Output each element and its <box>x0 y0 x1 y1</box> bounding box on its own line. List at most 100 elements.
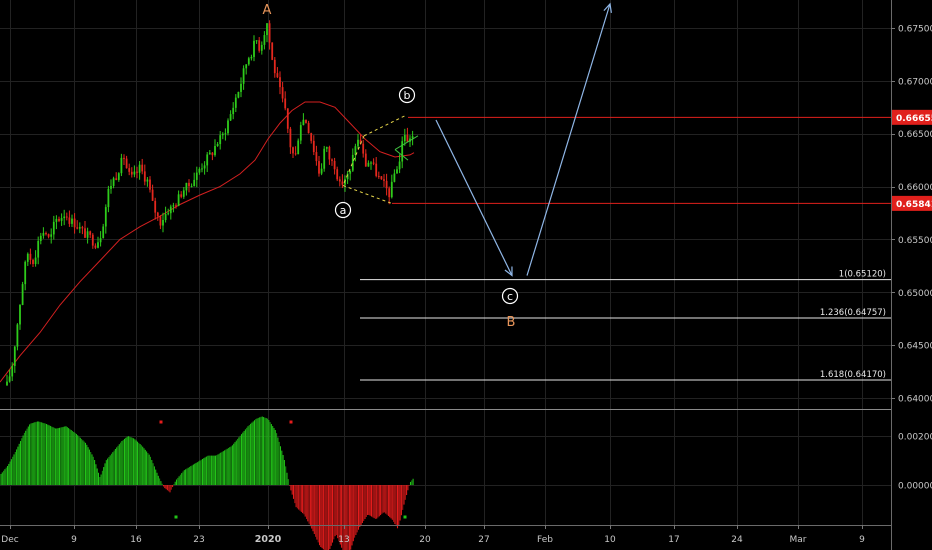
osc-signal-marker <box>159 420 163 424</box>
candle-body <box>255 40 258 42</box>
candle-body <box>302 119 305 126</box>
candle-body <box>149 179 151 190</box>
candle-body <box>224 133 227 135</box>
candle-body <box>185 182 188 191</box>
candle-body <box>320 168 323 174</box>
candle-body <box>19 304 21 325</box>
projection-arrow-up-head <box>603 2 612 13</box>
price-tick-label: 0.65000 <box>898 289 932 299</box>
candle-body <box>154 200 157 213</box>
wave-label-text: A <box>263 3 272 18</box>
candle-body <box>34 257 37 264</box>
candle-body <box>370 162 372 164</box>
candle-body <box>229 114 232 121</box>
candle-body <box>393 173 396 182</box>
time-tick-label: 13 <box>338 535 349 545</box>
candle-body <box>133 171 136 175</box>
price-tick-label: 0.67500 <box>898 25 932 35</box>
candle-body <box>198 168 201 173</box>
oscillator-axis[interactable]: 0.00200 0.00000 <box>898 433 932 492</box>
time-tick-label: 24 <box>731 535 743 545</box>
candle-body <box>214 146 216 156</box>
candle-body <box>45 233 47 235</box>
candle-body <box>78 227 81 229</box>
time-tick-label: Feb <box>537 535 553 545</box>
candle-body <box>112 178 115 186</box>
candles[interactable] <box>6 20 414 386</box>
candle-body <box>193 179 196 187</box>
candle-body <box>310 133 313 141</box>
candle-body <box>359 139 362 144</box>
candle-body <box>37 240 40 258</box>
time-tick-label: 10 <box>604 535 616 545</box>
candle-body <box>84 228 86 238</box>
candle-body <box>367 162 370 167</box>
candle-body <box>331 159 333 161</box>
candle-body <box>86 231 89 238</box>
candle-body <box>354 146 357 155</box>
candle-body <box>406 135 409 142</box>
candle-body <box>325 146 328 149</box>
candle-body <box>47 234 50 237</box>
osc-signal-marker <box>289 420 293 424</box>
wave-label-text: c <box>507 290 513 303</box>
pattern-upper-line <box>363 115 406 137</box>
candle-body <box>42 233 45 236</box>
candle-body <box>24 261 27 285</box>
candle-body <box>211 152 214 156</box>
candle-body <box>276 73 279 78</box>
candle-body <box>271 42 274 60</box>
candle-body <box>91 234 94 246</box>
candle-body <box>130 171 133 175</box>
candle-body <box>164 213 167 220</box>
candle-body <box>151 189 154 201</box>
candle-body <box>336 169 339 180</box>
candle-body <box>156 212 159 217</box>
price-axis[interactable]: 0.67500 0.67000 0.66500 0.66000 0.65500 0.650… <box>891 25 932 405</box>
candle-body <box>305 119 307 123</box>
candle-body <box>39 235 42 241</box>
candle-body <box>201 168 203 170</box>
wave-label-circle <box>501 287 519 305</box>
candle-body <box>138 164 141 173</box>
candle-body <box>273 59 276 74</box>
candle-body <box>99 238 102 243</box>
candle-body <box>16 324 19 347</box>
candle-body <box>232 107 235 115</box>
candle-body <box>167 213 170 215</box>
candle-body <box>190 186 193 188</box>
candle-body <box>60 218 63 221</box>
candle-body <box>245 64 248 69</box>
candle-body <box>21 284 24 305</box>
price-label-box <box>892 195 932 211</box>
pattern-left-line <box>342 135 365 186</box>
candle-body <box>333 160 336 170</box>
candle-body <box>219 135 222 145</box>
fib-level-label: 1.618(0.64170) <box>820 370 886 380</box>
time-tick-label: Dec <box>1 535 18 545</box>
price-tick-label: 0.67000 <box>898 77 932 87</box>
candle-body <box>102 226 105 239</box>
candle-body <box>260 44 263 51</box>
candle-body <box>71 218 73 224</box>
candle-body <box>294 153 297 155</box>
price-tick-label: 0.64500 <box>898 342 932 352</box>
candle-body <box>266 23 268 36</box>
candle-body <box>172 205 175 207</box>
candle-body <box>89 231 92 235</box>
candle-body <box>73 218 76 228</box>
wave-label-text: a <box>340 204 347 217</box>
candle-body <box>104 207 107 227</box>
candle-body <box>341 181 344 185</box>
osc-signal-marker <box>403 515 407 519</box>
candle-body <box>32 259 34 264</box>
candle-body <box>284 98 287 109</box>
candle-body <box>206 154 209 166</box>
candle-body <box>242 68 245 84</box>
time-axis[interactable]: Dec 9 16 23 2020 13 20 27 Feb 10 17 24 Mar 9 <box>1 525 865 545</box>
candle-body <box>411 136 414 139</box>
price-label-text: 0.65841 <box>896 200 932 210</box>
price-tick-label: 0.65500 <box>898 236 932 246</box>
candle-body <box>292 147 294 154</box>
